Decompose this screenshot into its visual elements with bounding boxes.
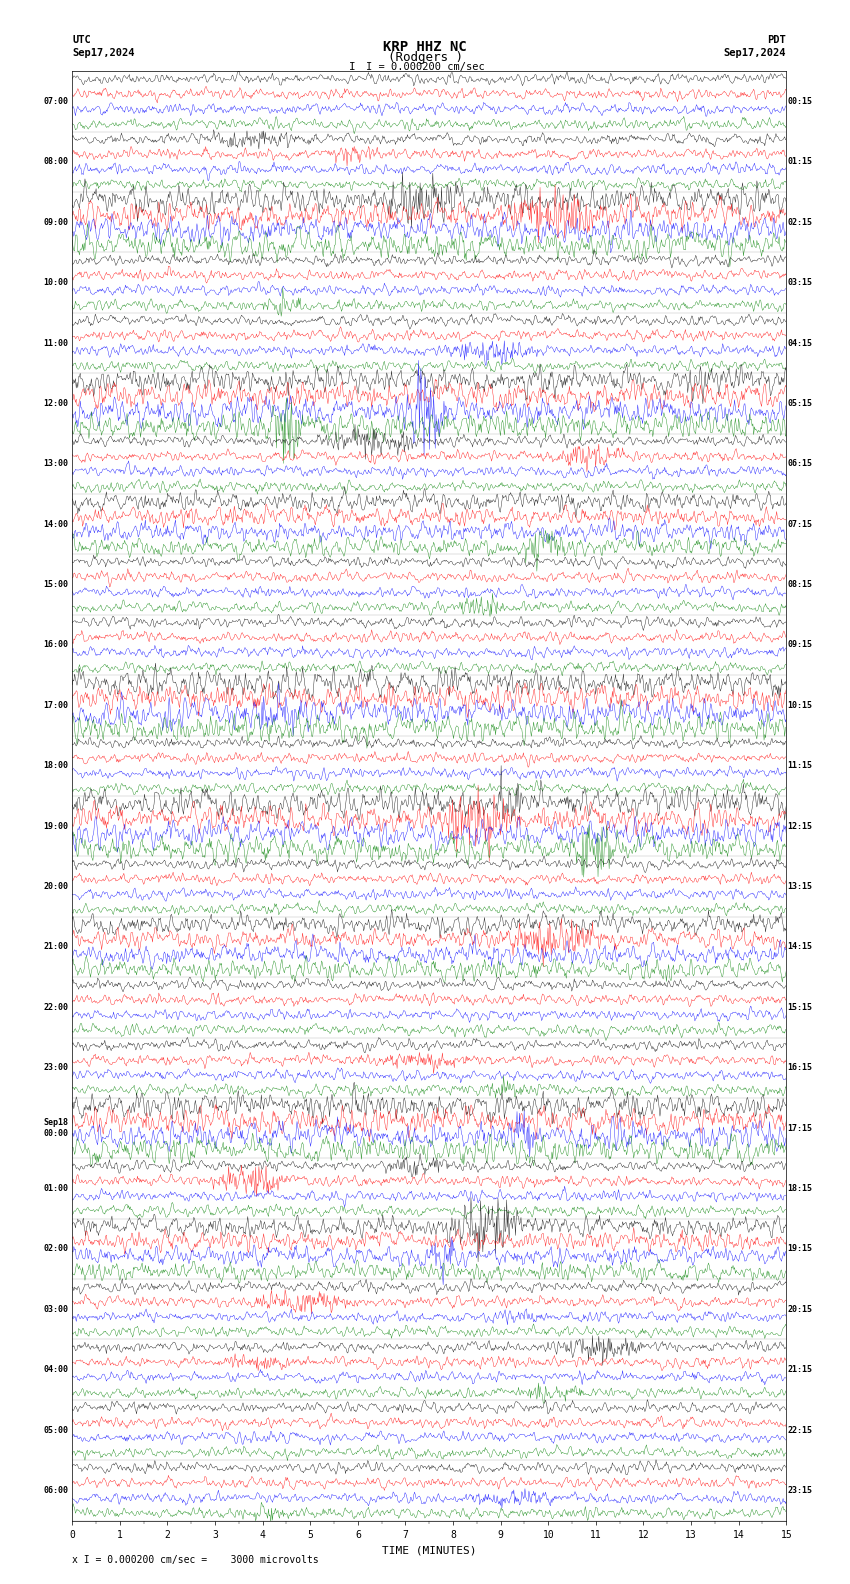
Text: 16:00: 16:00 bbox=[43, 640, 69, 649]
Text: 15:00: 15:00 bbox=[43, 580, 69, 589]
Text: 22:15: 22:15 bbox=[788, 1426, 813, 1435]
Text: 18:15: 18:15 bbox=[788, 1183, 813, 1193]
Text: 05:15: 05:15 bbox=[788, 399, 813, 409]
Text: 11:00: 11:00 bbox=[43, 339, 69, 347]
Text: 04:15: 04:15 bbox=[788, 339, 813, 347]
Text: 10:15: 10:15 bbox=[788, 700, 813, 710]
Text: 21:15: 21:15 bbox=[788, 1365, 813, 1375]
Text: KRP HHZ NC: KRP HHZ NC bbox=[383, 40, 467, 54]
Text: 12:15: 12:15 bbox=[788, 822, 813, 830]
Text: 23:00: 23:00 bbox=[43, 1063, 69, 1072]
Text: 08:00: 08:00 bbox=[43, 157, 69, 166]
Text: 04:00: 04:00 bbox=[43, 1365, 69, 1375]
Text: 19:00: 19:00 bbox=[43, 822, 69, 830]
Text: 02:15: 02:15 bbox=[788, 217, 813, 227]
Text: 12:00: 12:00 bbox=[43, 399, 69, 409]
Text: (Rodgers ): (Rodgers ) bbox=[388, 51, 462, 63]
Text: PDT: PDT bbox=[768, 35, 786, 44]
Text: 03:15: 03:15 bbox=[788, 279, 813, 287]
Text: 11:15: 11:15 bbox=[788, 762, 813, 770]
Text: 16:15: 16:15 bbox=[788, 1063, 813, 1072]
Text: 01:15: 01:15 bbox=[788, 157, 813, 166]
Text: 14:15: 14:15 bbox=[788, 942, 813, 952]
X-axis label: TIME (MINUTES): TIME (MINUTES) bbox=[382, 1546, 477, 1555]
Text: 14:00: 14:00 bbox=[43, 520, 69, 529]
Text: 09:00: 09:00 bbox=[43, 217, 69, 227]
Text: 10:00: 10:00 bbox=[43, 279, 69, 287]
Text: 09:15: 09:15 bbox=[788, 640, 813, 649]
Text: 07:00: 07:00 bbox=[43, 97, 69, 106]
Text: 06:00: 06:00 bbox=[43, 1486, 69, 1495]
Text: 03:00: 03:00 bbox=[43, 1305, 69, 1313]
Text: 19:15: 19:15 bbox=[788, 1245, 813, 1253]
Text: Sep17,2024: Sep17,2024 bbox=[72, 48, 135, 57]
Text: 21:00: 21:00 bbox=[43, 942, 69, 952]
Text: Sep17,2024: Sep17,2024 bbox=[723, 48, 786, 57]
Text: x I = 0.000200 cm/sec =    3000 microvolts: x I = 0.000200 cm/sec = 3000 microvolts bbox=[72, 1555, 319, 1565]
Text: Sep18
00:00: Sep18 00:00 bbox=[43, 1118, 69, 1137]
Text: 20:15: 20:15 bbox=[788, 1305, 813, 1313]
Text: 01:00: 01:00 bbox=[43, 1183, 69, 1193]
Text: UTC: UTC bbox=[72, 35, 91, 44]
Text: 02:00: 02:00 bbox=[43, 1245, 69, 1253]
Text: 06:15: 06:15 bbox=[788, 459, 813, 469]
Text: 07:15: 07:15 bbox=[788, 520, 813, 529]
Text: 23:15: 23:15 bbox=[788, 1486, 813, 1495]
Text: 18:00: 18:00 bbox=[43, 762, 69, 770]
Text: 13:00: 13:00 bbox=[43, 459, 69, 469]
Text: 22:00: 22:00 bbox=[43, 1003, 69, 1012]
Text: 00:15: 00:15 bbox=[788, 97, 813, 106]
Text: I = 0.000200 cm/sec: I = 0.000200 cm/sec bbox=[366, 62, 484, 71]
Text: 05:00: 05:00 bbox=[43, 1426, 69, 1435]
Text: 17:00: 17:00 bbox=[43, 700, 69, 710]
Text: 08:15: 08:15 bbox=[788, 580, 813, 589]
Text: 20:00: 20:00 bbox=[43, 882, 69, 892]
Text: I: I bbox=[349, 62, 356, 71]
Text: 15:15: 15:15 bbox=[788, 1003, 813, 1012]
Text: 17:15: 17:15 bbox=[788, 1123, 813, 1133]
Text: 13:15: 13:15 bbox=[788, 882, 813, 892]
